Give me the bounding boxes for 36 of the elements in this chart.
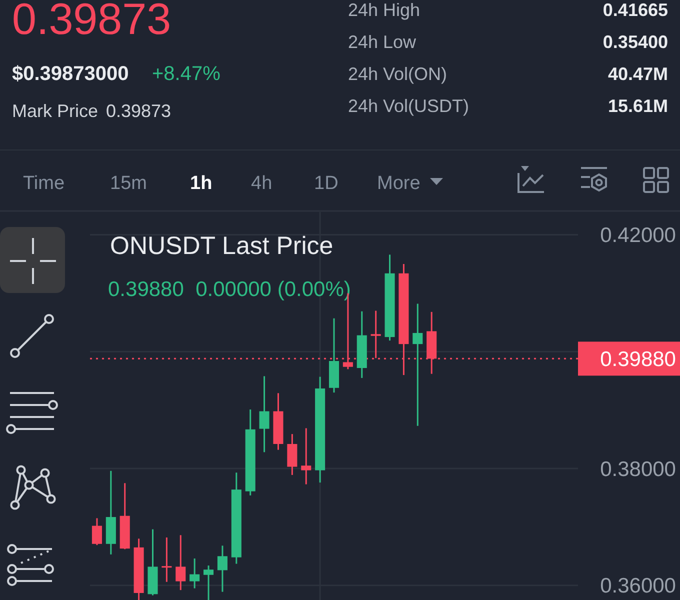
text: Time xyxy=(23,173,65,194)
candlestick xyxy=(203,564,214,600)
candlestick xyxy=(162,536,172,583)
text: 1h xyxy=(190,173,212,194)
text: 0.39873 xyxy=(106,101,172,121)
text: +8.47% xyxy=(152,63,221,85)
candlestick xyxy=(301,427,312,486)
y-tick-label: 0.42000 xyxy=(600,224,676,248)
candlestick xyxy=(176,534,186,591)
text: 40.47M xyxy=(608,64,668,84)
text: 0.41665 xyxy=(602,0,668,20)
text: More xyxy=(377,173,420,194)
text: 0.39880 0.00000 (0.00%) xyxy=(108,278,351,301)
ref-line-label: 0.39880 xyxy=(600,348,676,372)
text: 24h High xyxy=(348,0,420,20)
y-tick-label: 0.38000 xyxy=(600,458,676,481)
candlestick xyxy=(92,517,102,546)
text: 24h Vol(USDT) xyxy=(348,96,470,116)
candlestick xyxy=(190,558,200,590)
candlestick xyxy=(217,544,228,593)
text: 15m xyxy=(110,173,147,194)
text: 0.39873 xyxy=(12,0,172,44)
candlestick xyxy=(287,433,298,476)
text: 24h Vol(ON) xyxy=(348,64,448,84)
candlestick xyxy=(412,302,423,427)
candlestick xyxy=(370,310,381,359)
text: Mark Price xyxy=(12,101,98,121)
text: 15.61M xyxy=(608,96,668,116)
candlestick xyxy=(259,375,270,453)
text: 1D xyxy=(314,173,338,194)
y-tick-label: 0.36000 xyxy=(600,574,676,598)
text: 4h xyxy=(251,173,272,194)
text: 0.35400 xyxy=(602,32,668,52)
text: 24h Low xyxy=(348,32,418,52)
text: $0.39873000 xyxy=(12,63,129,85)
text: ONUSDT Last Price xyxy=(110,232,334,260)
